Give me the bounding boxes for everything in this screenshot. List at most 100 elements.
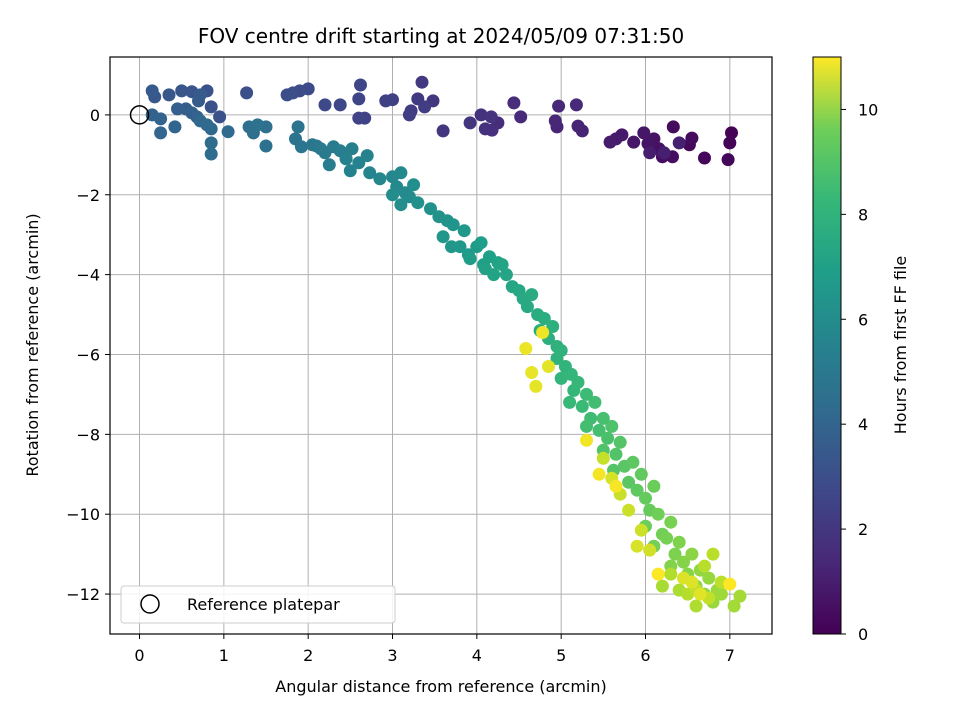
data-point [627,135,641,149]
colorbar [812,56,842,635]
data-point [664,515,678,529]
colorbar-tick-label: 10 [858,100,878,119]
data-point [592,467,606,481]
data-point [213,110,227,124]
data-point [698,559,711,573]
legend-label-reference: Reference platepar [187,595,340,614]
legend-box [120,585,396,624]
data-point [575,399,589,413]
data-points [145,75,747,613]
data-point [626,455,640,469]
data-point [463,252,477,266]
data-point [554,371,568,385]
data-point [436,124,450,138]
data-point [525,366,539,379]
data-point [418,100,432,114]
data-point [446,218,460,232]
data-point [569,98,583,112]
data-point [580,419,593,433]
data-point [507,96,521,110]
data-point [394,198,408,212]
data-point [463,116,477,130]
data-point [563,395,577,409]
data-point [698,151,711,165]
x-tick-label: 7 [725,646,735,665]
data-point [495,258,509,272]
data-point [639,491,652,505]
data-point [322,158,336,172]
legend: Reference platepar [120,585,396,624]
data-point [251,118,265,132]
x-tick-label: 6 [640,646,650,665]
colorbar-label: Hours from first FF file [891,256,910,435]
data-point [333,98,347,112]
x-tick-label: 0 [134,646,144,665]
data-point [171,102,184,116]
colorbar-tick-label: 0 [858,625,868,644]
data-point [727,599,741,613]
data-point [643,146,657,160]
data-point [613,435,627,449]
data-point [657,146,671,160]
data-point [192,94,205,108]
x-tick-label: 3 [387,646,397,665]
data-point [643,543,657,557]
colorbar-tick-label: 4 [858,415,868,434]
data-point [487,268,501,282]
colorbar-ticks: 0 2 4 6 8 10 [841,100,878,644]
y-tick-label: −12 [66,585,100,604]
data-point [360,149,374,163]
x-axis-ticks: 0 1 2 3 4 5 6 7 [134,634,735,665]
data-point [453,240,467,254]
data-point [537,312,551,325]
data-point [352,92,366,106]
data-point [603,135,617,149]
data-point [672,136,686,150]
data-point [571,375,585,389]
data-point [415,75,429,89]
data-point [407,178,421,192]
data-point [685,547,699,561]
data-point [318,98,332,112]
data-point [345,142,359,156]
data-point [402,108,416,122]
data-point [596,411,610,425]
data-point [294,140,308,154]
data-point [363,166,377,180]
data-point [478,122,492,136]
data-point [394,166,408,180]
data-point [609,479,623,493]
data-point [668,547,682,561]
data-point [354,78,367,92]
x-axis-label: Angular distance from reference (arcmin) [275,677,606,696]
data-point [436,230,450,244]
data-point [580,387,593,401]
data-point [714,587,728,601]
data-point [352,111,366,125]
data-point [499,268,513,282]
data-point [660,531,674,545]
data-point [725,126,738,140]
data-point [175,84,189,98]
data-point [733,589,747,603]
data-point [647,479,661,493]
data-point [723,136,737,150]
x-tick-label: 1 [219,646,229,665]
data-point [240,86,254,100]
data-point [204,136,218,150]
data-point [162,88,176,102]
data-point [200,118,214,132]
data-point [634,467,648,481]
data-point [601,431,615,445]
data-point [291,120,305,134]
data-point [339,152,353,166]
data-point [280,88,294,102]
legend-marker-reference [140,594,160,614]
data-point [536,326,550,339]
data-point [514,110,528,124]
colorbar-tick-label: 8 [858,205,868,224]
data-point [411,196,425,210]
y-tick-label: −6 [76,345,100,364]
